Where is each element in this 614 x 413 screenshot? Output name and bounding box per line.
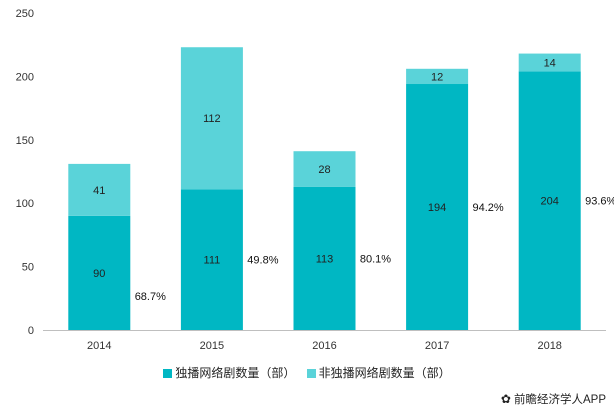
legend-swatch-non-exclusive xyxy=(306,369,316,378)
bar-value-label: 90 xyxy=(93,268,105,280)
x-tick-label: 2015 xyxy=(200,340,224,352)
bar-segment-exclusive xyxy=(518,71,581,330)
x-tick-label: 2018 xyxy=(537,340,561,352)
bar-segment-exclusive xyxy=(293,186,356,330)
exclusive-share-label: 68.7% xyxy=(135,291,166,303)
exclusive-share-label: 49.8% xyxy=(247,255,278,267)
bar-value-label: 111 xyxy=(204,255,221,267)
legend: 独播网络剧数量（部） 非独播网络剧数量（部） xyxy=(0,364,614,381)
bar-segment-exclusive xyxy=(68,215,131,330)
exclusive-share-label: 94.2% xyxy=(472,202,503,214)
paw-icon: ✿ xyxy=(500,392,511,406)
y-tick-label: 250 xyxy=(16,8,34,20)
bar-value-label: 12 xyxy=(431,71,443,83)
bar-segment-exclusive xyxy=(180,189,243,330)
bar-segment-non-exclusive xyxy=(518,53,581,72)
legend-item-exclusive: 独播网络剧数量（部） xyxy=(163,364,295,381)
bar-segment-non-exclusive xyxy=(68,163,131,216)
exclusive-share-label: 80.1% xyxy=(360,253,391,265)
bars xyxy=(68,47,581,331)
legend-swatch-exclusive xyxy=(163,369,173,378)
bar-value-label: 112 xyxy=(203,113,221,125)
x-tick-label: 2014 xyxy=(87,340,111,352)
x-tick-label: 2016 xyxy=(312,340,336,352)
legend-item-non-exclusive: 非独播网络剧数量（部） xyxy=(306,364,451,381)
bar-value-label: 41 xyxy=(93,185,105,197)
bar-segment-non-exclusive xyxy=(293,151,356,187)
y-tick-label: 50 xyxy=(22,262,34,274)
legend-label-exclusive: 独播网络剧数量（部） xyxy=(175,366,296,380)
bar-segment-non-exclusive xyxy=(406,68,469,85)
bar-value-label: 204 xyxy=(541,196,559,208)
legend-label-non-exclusive: 非独播网络剧数量（部） xyxy=(318,366,451,380)
source-credit: ✿ 前瞻经济学人APP xyxy=(501,391,606,407)
exclusive-share-label: 93.6% xyxy=(585,196,614,208)
bar-value-label: 194 xyxy=(428,202,446,214)
bar-value-label: 14 xyxy=(544,57,556,69)
bar-labels: 90 41 111 112 113 28 194 12 204 14 68.7% 49.8% 80.1%… xyxy=(93,57,614,303)
bar-value-label: 28 xyxy=(318,164,330,176)
y-axis: 0 50 100 150 200 250 xyxy=(16,8,34,337)
x-tick-label: 2017 xyxy=(425,340,449,352)
y-tick-label: 100 xyxy=(16,198,34,210)
y-tick-label: 0 xyxy=(28,325,34,337)
y-tick-label: 150 xyxy=(16,135,34,147)
bar-segment-non-exclusive xyxy=(180,47,243,190)
source-label: 前瞻经济学人APP xyxy=(513,394,606,406)
bar-segment-exclusive xyxy=(406,84,469,331)
x-axis: 2014 2015 2016 2017 2018 xyxy=(43,330,606,352)
bar-value-label: 113 xyxy=(316,253,334,265)
y-tick-label: 200 xyxy=(16,71,34,83)
